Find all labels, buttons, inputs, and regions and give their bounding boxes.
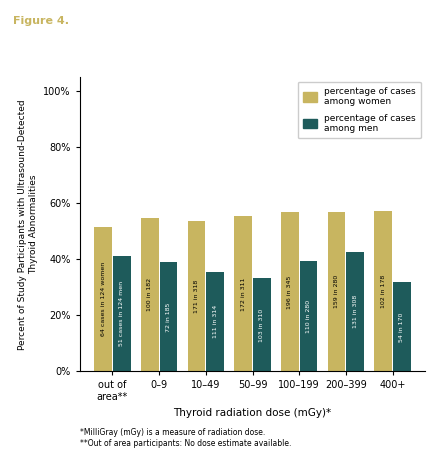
Text: 54 in 170: 54 in 170 — [400, 312, 404, 342]
Text: 131 in 308: 131 in 308 — [353, 295, 358, 328]
Text: 102 in 178: 102 in 178 — [381, 275, 386, 308]
Text: **Out of area participants: No dose estimate available.: **Out of area participants: No dose esti… — [80, 439, 291, 448]
Bar — [94, 227, 112, 371]
Bar — [281, 212, 299, 371]
Text: 64 cases in 124 women: 64 cases in 124 women — [101, 262, 105, 336]
Text: 103 in 310: 103 in 310 — [259, 308, 264, 342]
Text: OCCURRENCE OF ULTRASOUND-DETECTED THYROID ABNORMALITIES: OCCURRENCE OF ULTRASOUND-DETECTED THYROI… — [93, 16, 443, 26]
Bar — [206, 272, 224, 371]
Text: 110 in 280: 110 in 280 — [306, 300, 311, 333]
Bar — [141, 217, 159, 371]
Text: 111 in 314: 111 in 314 — [213, 305, 218, 338]
Bar — [234, 217, 252, 371]
Bar — [374, 211, 392, 371]
Bar — [159, 262, 177, 371]
Y-axis label: Percent of Study Participants with Ultrasound-Detected
Thyroid Abnormalities: Percent of Study Participants with Ultra… — [18, 99, 38, 350]
Text: 72 in 185: 72 in 185 — [166, 302, 171, 332]
Text: *MilliGray (mGy) is a measure of radiation dose.: *MilliGray (mGy) is a measure of radiati… — [80, 428, 265, 437]
Text: 100 in 182: 100 in 182 — [147, 278, 152, 311]
Bar — [328, 212, 346, 371]
Text: AMONG FEMALE AND MALE HTDS PARTICIPANTS: AMONG FEMALE AND MALE HTDS PARTICIPANTS — [93, 41, 363, 51]
X-axis label: Thyroid radiation dose (mGy)*: Thyroid radiation dose (mGy)* — [174, 408, 331, 418]
Bar — [393, 282, 411, 371]
Bar — [113, 256, 131, 371]
Text: 159 in 280: 159 in 280 — [334, 275, 339, 308]
Bar — [346, 252, 364, 371]
Bar — [253, 278, 271, 371]
Text: 196 in 345: 196 in 345 — [288, 275, 292, 308]
Text: 51 cases in 124 men: 51 cases in 124 men — [119, 281, 124, 347]
Text: 171 in 318: 171 in 318 — [194, 280, 199, 313]
Bar — [187, 221, 206, 371]
Legend: percentage of cases
among women, percentage of cases
among men: percentage of cases among women, percent… — [298, 82, 421, 138]
Text: 172 in 311: 172 in 311 — [241, 277, 246, 311]
Bar — [299, 261, 318, 371]
Text: Figure 4.: Figure 4. — [13, 16, 69, 26]
